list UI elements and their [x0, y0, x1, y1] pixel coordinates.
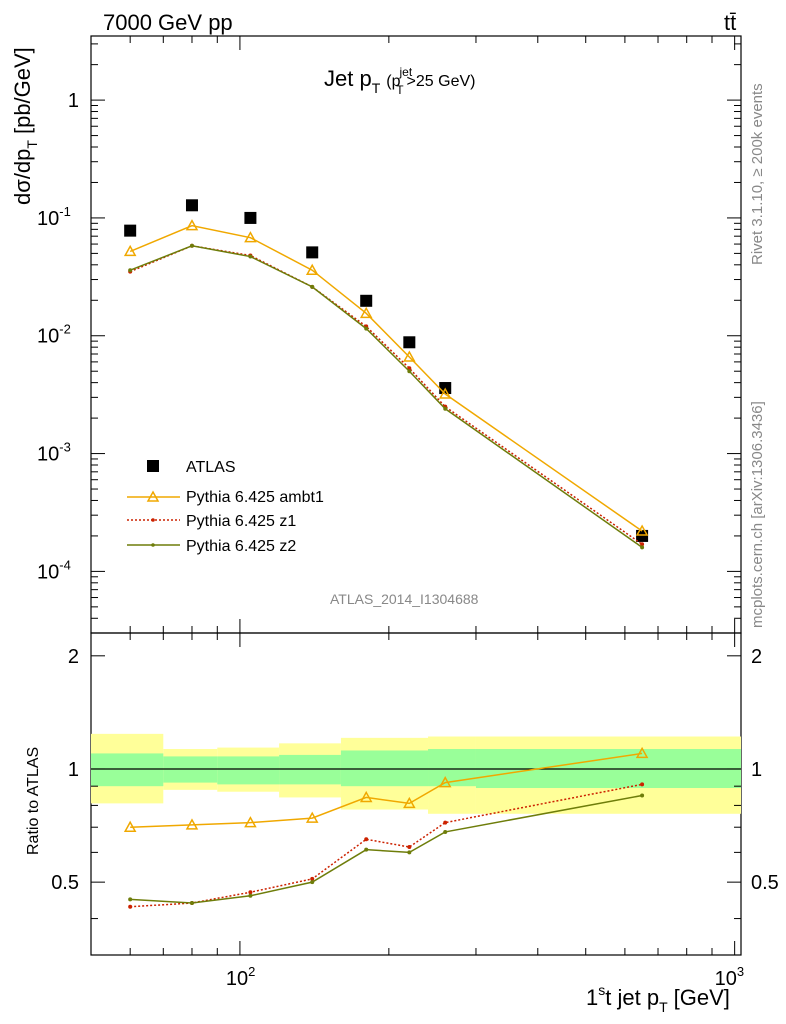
ambt1-point-7 — [635, 524, 649, 536]
z2-ratio-point-1 — [189, 901, 194, 906]
z2-ratio-point-4 — [364, 847, 369, 852]
ambt1-ratio-point-1 — [185, 818, 199, 830]
x-axis-label: 1st jet pT [GeV] — [586, 982, 730, 1015]
ambt1-point-3 — [305, 263, 319, 275]
z2-ratio-point-0 — [128, 897, 133, 902]
z1-ratio-point-5 — [407, 845, 412, 850]
process-label: tt̄ — [724, 10, 736, 35]
ambt1-ratio-point-3 — [305, 811, 319, 823]
z1-point-7 — [640, 542, 645, 547]
z1-ratio-point-7 — [640, 782, 645, 787]
z2-ratio-line — [130, 794, 643, 904]
ambt1-ratio-point-5 — [403, 796, 416, 809]
band-inner-5 — [428, 749, 476, 787]
z2-ratio-point-6 — [443, 829, 448, 834]
atlas-point-5 — [403, 336, 416, 349]
y-axis-label: dσ/dpT[pb/GeV] — [10, 47, 40, 205]
atlas-point-3 — [306, 246, 319, 259]
z2-point-3 — [310, 284, 315, 289]
band-inner-3 — [279, 754, 341, 785]
z2-line — [129, 245, 643, 548]
ambt1-line — [129, 224, 643, 532]
band-inner-4 — [340, 750, 429, 787]
atlas-point-7 — [636, 529, 649, 542]
y-tick-label-0: 10-4 — [37, 557, 71, 583]
ambt1-ratio-point-7 — [635, 746, 649, 759]
ratio-tick-label-right-1: 1 — [751, 759, 762, 781]
legend-z1-label: Pythia 6.425 z1 — [186, 513, 296, 530]
legend-z2-label: Pythia 6.425 z2 — [186, 538, 296, 555]
z2-point-2 — [248, 254, 253, 259]
ratio-tick-label-left-1: 1 — [68, 759, 79, 781]
ambt1-ratio-point-4 — [359, 790, 373, 803]
y-tick-label-1: 1 — [68, 90, 79, 112]
data-series — [123, 199, 649, 909]
ambt1-ratio-point-6 — [438, 776, 452, 788]
plot-title: Jet pT (pjet T >25 GeV) — [324, 65, 475, 97]
z1-ratio-point-3 — [310, 876, 315, 881]
tick-labels: 102 103 10-4 10-3 10-2 10-1 1 0.5 0.5 1 1 2 2 — [37, 90, 779, 990]
y-tick-label-2: 10-2 — [37, 322, 71, 348]
axis-ticks — [90, 36, 741, 955]
ambt1-point-2 — [244, 231, 257, 243]
ratio-tick-label-right-2: 2 — [751, 646, 762, 668]
z2-point-7 — [640, 545, 645, 550]
ambt1-point-1 — [185, 219, 199, 231]
z2-ratio-point-3 — [310, 880, 315, 885]
legend-atlas-marker — [147, 460, 159, 472]
y-tick-label-1: 10-3 — [37, 440, 71, 466]
ratio-tick-label-left-0: 0.5 — [51, 872, 79, 894]
band-inner-0 — [91, 753, 164, 787]
legend-ambt1-marker — [146, 490, 160, 502]
ambt1-point-0 — [123, 244, 137, 257]
energy-label: 7000 GeV pp — [103, 10, 233, 35]
atlas-point-4 — [360, 294, 373, 307]
ambt1-point-4 — [359, 306, 373, 319]
x-tick-label-100: 102 — [226, 964, 255, 990]
z2-ratio-point-5 — [407, 850, 412, 855]
atlas-point-1 — [185, 199, 198, 212]
z2-point-6 — [443, 406, 448, 411]
x-tick-label-1000: 103 — [715, 964, 744, 990]
mcplots-label: mcplots.cern.ch [arXiv:1306.3436] — [749, 401, 766, 628]
z1-ratio-point-2 — [248, 890, 253, 895]
band-inner-2 — [217, 756, 280, 785]
z1-ratio-point-6 — [443, 820, 448, 825]
rivet-label: Rivet 3.1.10, ≥ 200k events — [749, 83, 766, 265]
z2-point-4 — [364, 326, 369, 331]
legend-atlas-label: ATLAS — [186, 459, 236, 476]
legend-ambt1-label: Pythia 6.425 ambt1 — [186, 489, 324, 506]
legend-z1-marker — [151, 518, 155, 522]
ambt1-ratio-point-2 — [244, 816, 257, 828]
ambt1-point-5 — [403, 350, 416, 362]
analysis-watermark: ATLAS_2014_I1304688 — [330, 591, 479, 607]
z2-point-0 — [128, 268, 133, 273]
ambt1-point-6 — [438, 387, 452, 399]
ambt1-ratio-point-0 — [123, 820, 137, 832]
atlas-point-0 — [124, 224, 137, 237]
z1-ratio-point-0 — [128, 904, 133, 909]
ambt1-ratio-line — [130, 752, 643, 828]
legend: ATLAS Pythia 6.425 ambt1 Pythia 6.425 z1… — [127, 459, 324, 555]
ratio-tick-label-right-0: 0.5 — [751, 872, 779, 894]
z2-point-1 — [189, 243, 194, 248]
atlas-point-2 — [244, 211, 257, 224]
ratio-y-axis-label: Ratio to ATLAS — [25, 747, 42, 855]
z1-ratio-point-4 — [364, 837, 369, 842]
ratio-bands — [91, 733, 741, 814]
z2-ratio-point-7 — [640, 793, 645, 798]
y-tick-label-3: 10-1 — [37, 204, 71, 230]
z2-point-5 — [407, 369, 412, 374]
legend-z2-marker — [151, 543, 155, 547]
ratio-tick-label-left-2: 2 — [68, 646, 79, 668]
z2-ratio-point-2 — [248, 893, 253, 898]
